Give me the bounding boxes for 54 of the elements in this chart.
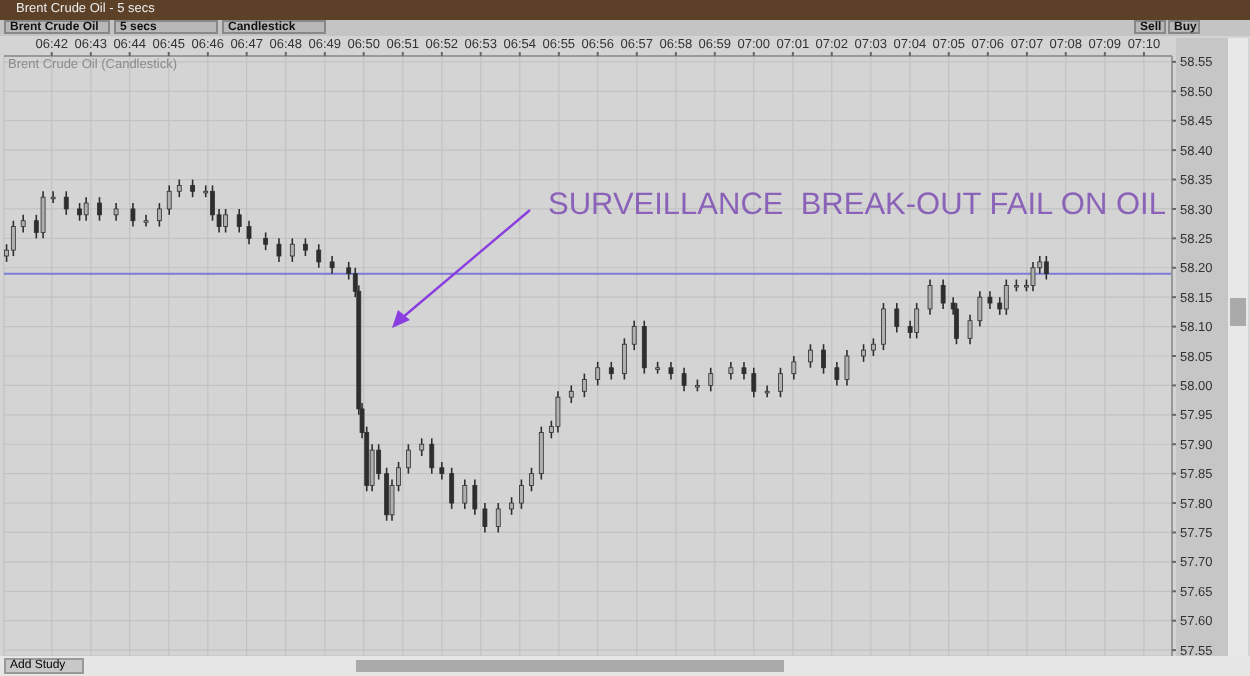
candlestick	[581, 372, 587, 398]
candlestick	[462, 478, 468, 510]
candlestick	[1003, 278, 1009, 316]
candlestick	[641, 319, 647, 375]
annotation: SURVEILLANCE BREAK-OUT FAIL ON OIL	[548, 188, 1166, 224]
candlestick	[821, 343, 826, 375]
candlestick	[555, 390, 561, 434]
candlestick	[764, 384, 770, 398]
candlestick	[751, 366, 757, 398]
candlestick	[791, 355, 797, 381]
candlestick	[143, 214, 149, 228]
candlestick	[681, 366, 687, 393]
candlestick	[708, 366, 714, 393]
candlestick	[519, 478, 524, 510]
candlestick	[166, 184, 172, 216]
candlestick	[954, 302, 959, 346]
candlestick	[940, 278, 946, 310]
candlestick	[316, 243, 322, 269]
candlestick	[156, 202, 162, 228]
candlestick	[808, 343, 813, 369]
candlestick	[246, 219, 252, 246]
candlestick	[631, 319, 637, 351]
candlestick	[83, 196, 89, 222]
candlestick	[834, 361, 840, 387]
candlestick	[40, 190, 46, 240]
candlestick	[63, 190, 69, 216]
candlestick	[778, 366, 783, 398]
candlestick	[429, 437, 435, 475]
candlestick	[10, 219, 16, 257]
candlestick	[449, 466, 455, 510]
candlestick	[595, 361, 601, 387]
candlestick	[97, 196, 102, 222]
candlestick	[50, 190, 56, 204]
candlestick	[1043, 255, 1049, 281]
candlestick	[967, 314, 973, 346]
candlestick	[223, 208, 229, 234]
candlestick	[405, 443, 411, 475]
candlestick	[621, 337, 627, 381]
candlestick	[236, 208, 242, 234]
candlestick	[1030, 261, 1036, 293]
candlestick	[472, 478, 478, 516]
candlestick	[914, 302, 920, 340]
candlestick	[538, 425, 544, 481]
candlestick	[881, 302, 886, 351]
candlestick	[977, 290, 983, 328]
candlestick	[482, 502, 488, 534]
candlestick	[844, 349, 850, 387]
candlestick	[276, 237, 282, 263]
candlestick	[130, 202, 136, 228]
candlestick	[927, 278, 933, 316]
candlestick	[894, 302, 900, 334]
candlestick	[495, 502, 501, 534]
candlestick	[289, 237, 295, 263]
candlestick	[529, 466, 534, 493]
